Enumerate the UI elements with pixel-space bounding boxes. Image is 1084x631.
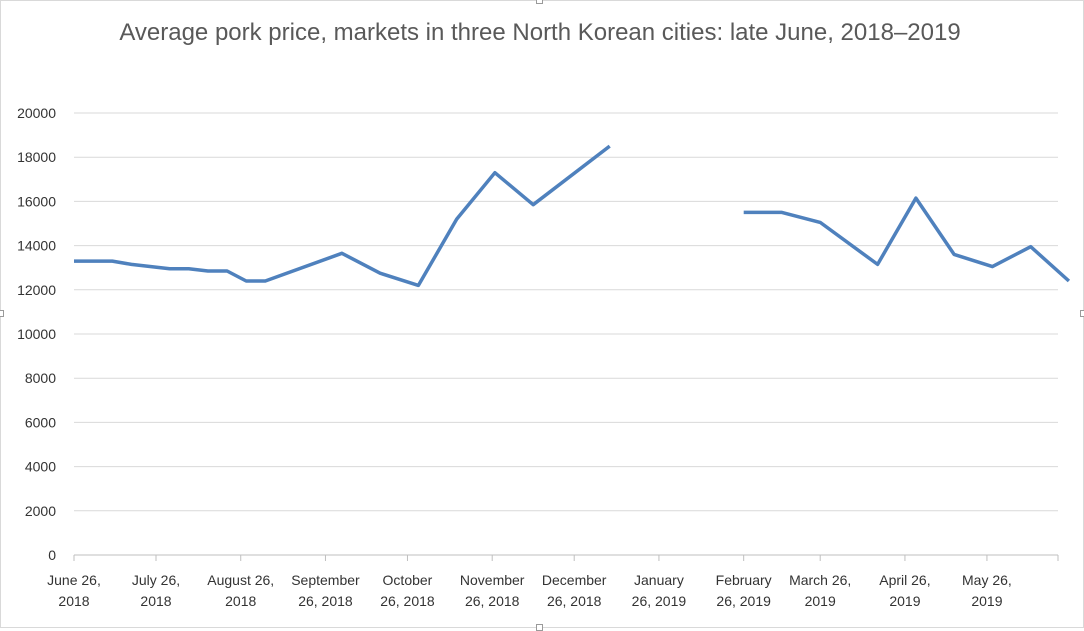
x-tick-label: November 26, 2018 <box>460 572 525 609</box>
x-tick-label: March 26, 2019 <box>789 572 851 609</box>
y-tick-label: 16000 <box>17 193 56 209</box>
y-tick-label: 18000 <box>17 149 56 165</box>
resize-handle-left[interactable] <box>0 310 4 317</box>
x-tick-label: September 26, 2018 <box>291 572 360 609</box>
y-tick-label: 14000 <box>17 238 56 254</box>
x-tick-label: December 26, 2018 <box>542 572 607 609</box>
y-tick-label: 20000 <box>17 105 56 121</box>
x-tick-label: February 26, 2019 <box>716 572 772 609</box>
y-axis-tick-labels: 0 2000 4000 6000 8000 10000 12000 14000 16000 180… <box>17 105 56 563</box>
series-lines <box>74 144 1071 288</box>
y-tick-label: 4000 <box>25 459 56 475</box>
x-tick-label: October 26, 2018 <box>380 572 435 609</box>
x-tick-label: June 26, 2018 <box>47 572 101 609</box>
series-line-segment <box>743 196 1071 283</box>
y-tick-label: 0 <box>48 547 56 563</box>
chart-title: Average pork price, markets in three Nor… <box>119 19 961 46</box>
series-line-segment <box>74 144 611 288</box>
gridlines <box>74 112 1058 512</box>
x-tick-label: August 26, 2018 <box>207 572 274 609</box>
x-axis-tick-labels: June 26, 2018 July 26, 2018 August 26, 2018 Se… <box>47 572 1012 609</box>
x-tick-label: January 26, 2019 <box>632 572 687 609</box>
y-tick-label: 12000 <box>17 282 56 298</box>
x-tick-label: July 26, 2018 <box>132 572 180 609</box>
resize-handle-right[interactable] <box>1080 310 1084 317</box>
resize-handle-top[interactable] <box>536 0 543 4</box>
y-tick-label: 6000 <box>25 414 56 430</box>
x-axis <box>73 554 1059 561</box>
y-tick-label: 10000 <box>17 326 56 342</box>
x-tick-label: May 26, 2019 <box>962 572 1012 609</box>
y-tick-label: 2000 <box>25 503 56 519</box>
x-tick-label: April 26, 2019 <box>879 572 930 609</box>
y-tick-label: 8000 <box>25 370 56 386</box>
